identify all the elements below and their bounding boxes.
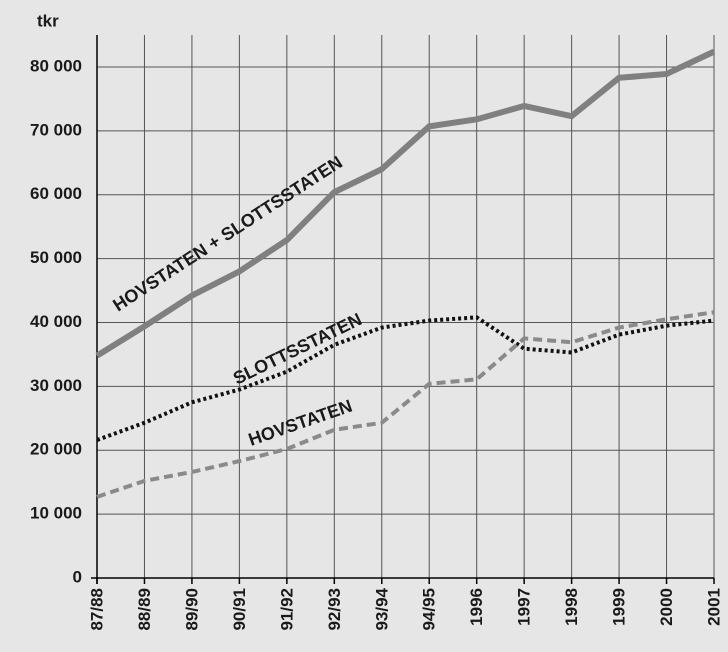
x-tick-label: 2001 (704, 588, 723, 626)
y-tick-label: 50 000 (30, 248, 82, 267)
y-tick-label: 30 000 (30, 376, 82, 395)
x-tick-label: 1998 (562, 588, 581, 626)
x-tick-label: 1999 (610, 588, 629, 626)
y-tick-label: 70 000 (30, 120, 82, 139)
x-tick-label: 93/94 (372, 587, 391, 630)
series-line (96, 310, 715, 499)
x-tick-label: 91/92 (277, 588, 296, 631)
x-tick-label: 1996 (467, 588, 486, 626)
x-tick-label: 90/91 (230, 588, 249, 631)
y-axis-label: tkr (37, 11, 59, 30)
x-tick-label: 92/93 (325, 588, 344, 631)
y-tick-label: 40 000 (30, 312, 82, 331)
x-tick-label: 89/90 (182, 588, 201, 631)
x-tick-label: 87/88 (87, 588, 106, 631)
y-tick-label: 60 000 (30, 184, 82, 203)
y-tick-label: 20 000 (30, 440, 82, 459)
y-tick-label: 10 000 (30, 504, 82, 523)
x-tick-label: 94/95 (420, 588, 439, 631)
y-tick-label: 80 000 (30, 56, 82, 75)
x-tick-label: 2000 (657, 588, 676, 626)
x-tick-label: 88/89 (135, 588, 154, 631)
series-line (96, 315, 715, 442)
x-tick-label: 1997 (515, 588, 534, 626)
y-tick-label: 0 (73, 567, 82, 586)
series-line (95, 48, 716, 359)
